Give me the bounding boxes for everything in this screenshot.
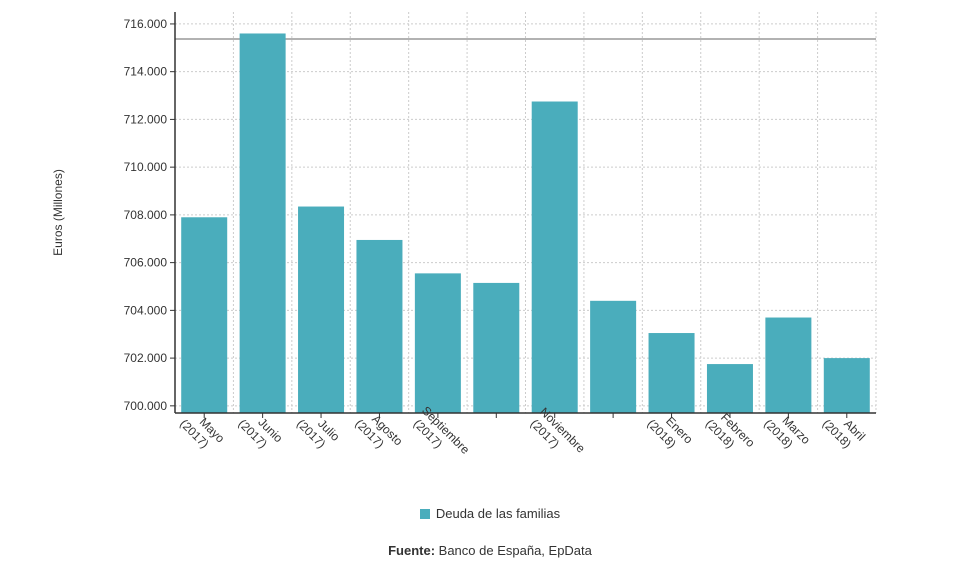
y-tick-label: 714.000 xyxy=(124,65,168,79)
bar xyxy=(298,206,345,413)
bar xyxy=(765,317,812,413)
bar xyxy=(414,273,461,413)
y-tick-label: 702.000 xyxy=(124,351,168,365)
bar xyxy=(590,300,637,413)
bar xyxy=(239,33,286,413)
y-tick-label: 712.000 xyxy=(124,112,168,126)
y-tick-label: 710.000 xyxy=(124,160,168,174)
y-tick-label: 700.000 xyxy=(124,399,168,413)
source-prefix: Fuente: xyxy=(388,543,436,558)
legend-swatch xyxy=(419,508,430,519)
bar xyxy=(531,101,578,414)
y-tick-label: 716.000 xyxy=(124,17,168,31)
bar xyxy=(356,239,403,413)
bar xyxy=(648,333,695,413)
x-tick-label: Noviembre(2017) xyxy=(526,405,588,467)
bar xyxy=(706,364,753,413)
legend[interactable]: Deuda de las familias xyxy=(0,505,980,521)
bar-chart: 700.000 702.000 704.000 706.000 708.000 710.0… xyxy=(51,12,877,467)
source-text: Banco de España, EpData xyxy=(435,543,592,558)
x-tick-label: Febrero(2018) xyxy=(703,406,758,461)
bar xyxy=(473,282,520,413)
y-axis-title: Euros (Millones) xyxy=(51,169,65,256)
bar xyxy=(823,358,870,413)
y-tick-label: 706.000 xyxy=(124,256,168,270)
x-tick-label: Agosto(2017) xyxy=(352,406,405,459)
bar xyxy=(181,217,228,413)
y-tick-label: 704.000 xyxy=(124,303,168,317)
source-note: Fuente: Banco de España, EpData xyxy=(0,543,980,558)
legend-label: Deuda de las familias xyxy=(435,506,561,522)
y-tick-label: 708.000 xyxy=(124,208,168,222)
